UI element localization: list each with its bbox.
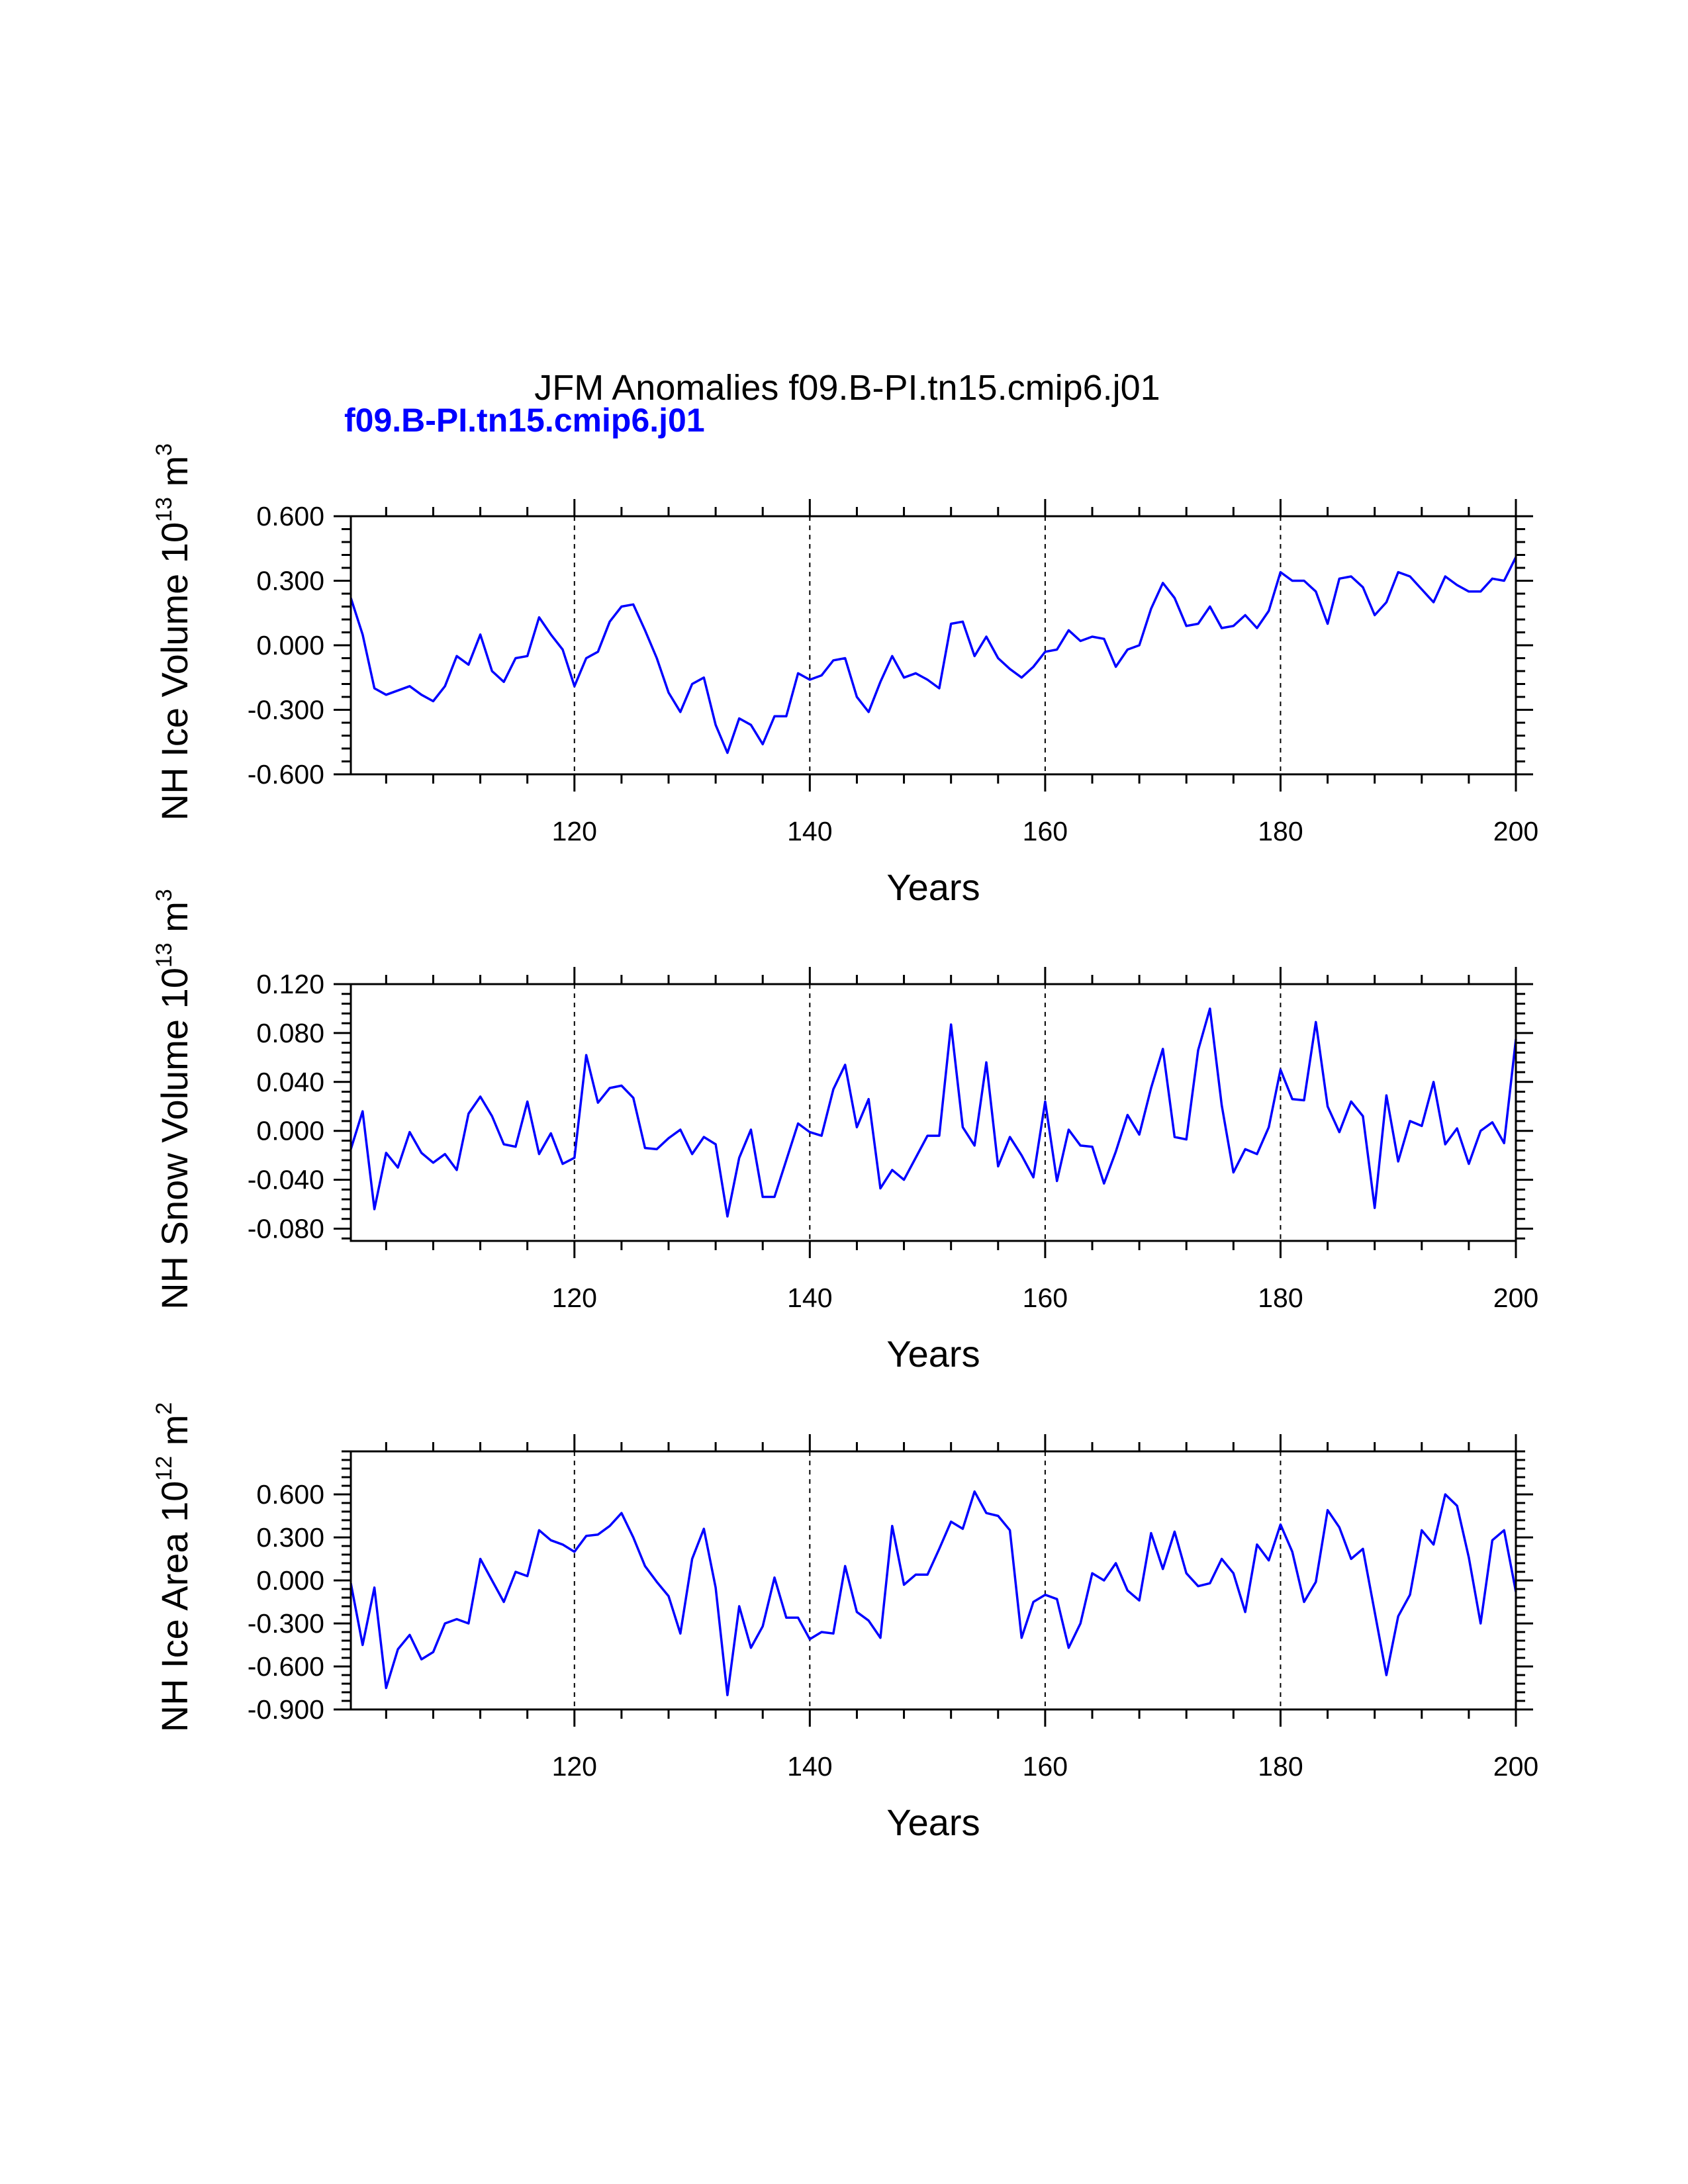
- figure-title: JFM Anomalies f09.B-PI.tn15.cmip6.j01: [534, 368, 1160, 408]
- x-tick-label: 140: [787, 1283, 832, 1313]
- x-tick-label: 120: [552, 1751, 597, 1782]
- x-tick-label: 120: [552, 1283, 597, 1313]
- y-axis-title: NH Snow Volume 1013 m3: [152, 889, 195, 1310]
- y-axis-title: NH Ice Area 1012 m2: [152, 1402, 195, 1733]
- y-axis-title: NH Ice Volume 1013 m3: [152, 443, 195, 821]
- y-tick-label: 0.000: [256, 1116, 324, 1146]
- x-tick-label: 140: [787, 1751, 832, 1782]
- chart-panel-2: 120 140 160 180 200 -0.080 -0.040 0.000 0.040 0.0…: [152, 889, 1538, 1375]
- x-tick-label: 200: [1493, 1751, 1538, 1782]
- y-tick-label: 0.040: [256, 1067, 324, 1097]
- y-tick-label: 0.600: [256, 1479, 324, 1510]
- figure-subtitle: f09.B-PI.tn15.cmip6.j01: [344, 402, 705, 439]
- y-tick-label: -0.300: [248, 1608, 324, 1639]
- x-axis-title: Years: [886, 1333, 980, 1375]
- x-tick-label: 180: [1258, 816, 1303, 846]
- x-tick-label: 200: [1493, 1283, 1538, 1313]
- y-tick-label: -0.080: [248, 1214, 324, 1244]
- x-tick-label: 160: [1023, 816, 1068, 846]
- y-tick-label: -0.040: [248, 1165, 324, 1195]
- x-tick-label: 200: [1493, 816, 1538, 846]
- chart-panel-1: 120 140 160 180 200 -0.600 -0.300 0.000 0.300 0.6…: [152, 443, 1538, 908]
- y-tick-label: 0.120: [256, 969, 324, 999]
- y-tick-label: -0.900: [248, 1694, 324, 1725]
- chart-panel-3: 120 140 160 180 200 -0.900 -0.600 -0.300 0.000 0.…: [152, 1402, 1538, 1843]
- plot-frame: [350, 983, 1517, 1242]
- y-tick-label: 0.600: [256, 501, 324, 531]
- x-axis-title: Years: [886, 1801, 980, 1843]
- y-tick-label: -0.300: [248, 695, 324, 725]
- y-tick-label: 0.080: [256, 1018, 324, 1048]
- x-tick-label: 120: [552, 816, 597, 846]
- y-tick-label: 0.000: [256, 630, 324, 660]
- x-tick-label: 160: [1023, 1751, 1068, 1782]
- y-tick-label: 0.000: [256, 1565, 324, 1596]
- series-line: [350, 1007, 1517, 1218]
- plot-frame: [350, 515, 1517, 776]
- plot-frame: [350, 1450, 1517, 1711]
- series-line: [350, 557, 1517, 754]
- x-tick-label: 160: [1023, 1283, 1068, 1313]
- x-tick-label: 180: [1258, 1283, 1303, 1313]
- x-tick-label: 140: [787, 816, 832, 846]
- y-tick-label: 0.300: [256, 1522, 324, 1553]
- panels: 120 140 160 180 200 -0.600 -0.300 0.000 0.300 0.6…: [152, 443, 1538, 1843]
- x-axis-title: Years: [886, 866, 980, 908]
- x-tick-label: 180: [1258, 1751, 1303, 1782]
- y-tick-label: 0.300: [256, 566, 324, 596]
- series-line: [350, 1490, 1517, 1697]
- y-tick-label: -0.600: [248, 1651, 324, 1682]
- y-tick-label: -0.600: [248, 759, 324, 790]
